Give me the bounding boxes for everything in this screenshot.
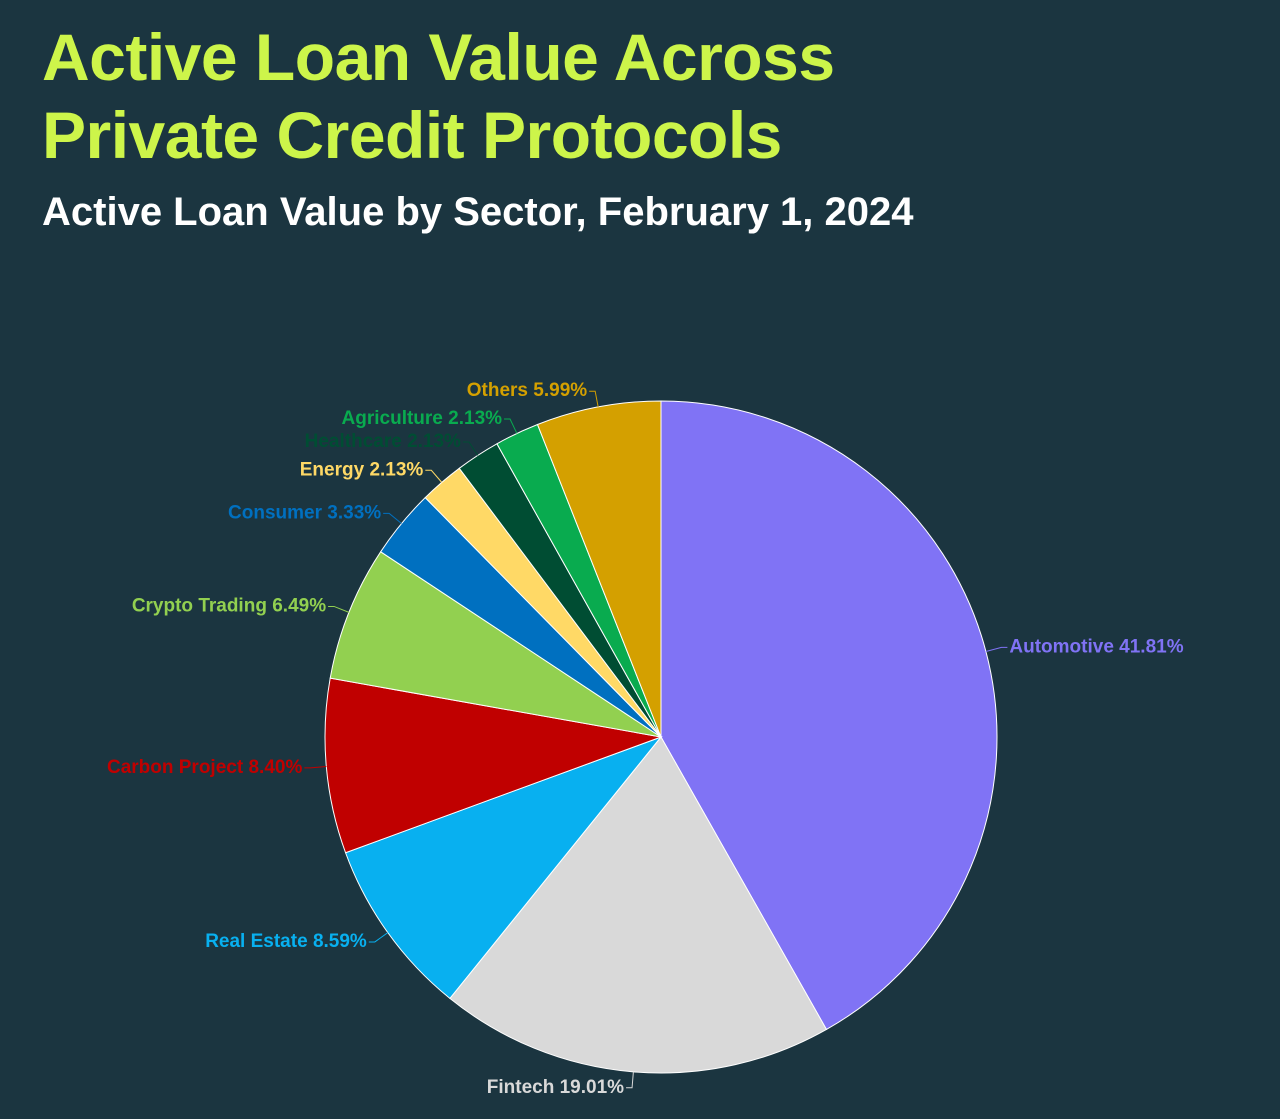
label-value: 6.49%: [272, 595, 326, 616]
leader-line: [589, 390, 599, 408]
data-label: Agriculture 2.13%: [342, 408, 503, 429]
leader-line: [328, 605, 350, 613]
data-label: Others 5.99%: [467, 380, 588, 401]
leader-line: [462, 441, 479, 456]
label-value: 19.01%: [560, 1077, 625, 1098]
label-category: Others: [467, 380, 528, 401]
data-label: Fintech 19.01%: [487, 1077, 624, 1098]
data-label: Automotive 41.81%: [1009, 636, 1183, 657]
label-value: 2.13%: [369, 459, 423, 480]
data-label: Energy 2.13%: [300, 459, 424, 480]
pie-slice: [536, 400, 662, 738]
label-category: Energy: [300, 459, 365, 480]
label-value: 2.13%: [407, 431, 461, 452]
data-label: Crypto Trading 6.49%: [132, 595, 326, 616]
pie-slice: [449, 736, 828, 1074]
label-category: Real Estate: [205, 931, 307, 952]
label-value: 5.99%: [533, 380, 587, 401]
label-value: 2.13%: [448, 408, 502, 429]
label-category: Agriculture: [342, 408, 443, 429]
label-category: Healthcare: [305, 431, 402, 452]
data-label: Consumer 3.33%: [228, 502, 381, 523]
data-label: Carbon Project 8.40%: [107, 757, 302, 778]
pie-slice: [660, 400, 998, 1031]
chart-title: Active Loan Value Across Private Credit …: [42, 20, 835, 172]
leader-line: [368, 932, 389, 943]
label-category: Automotive: [1009, 636, 1113, 657]
data-label: Healthcare 2.13%: [305, 431, 461, 452]
leader-line: [626, 1071, 634, 1089]
data-label: Real Estate 8.59%: [205, 931, 367, 952]
label-value: 3.33%: [327, 502, 381, 523]
label-category: Fintech: [487, 1077, 555, 1098]
leader-line: [985, 646, 1008, 652]
pie-slice: [329, 551, 662, 738]
chart-subtitle: Active Loan Value by Sector, February 1,…: [42, 190, 914, 234]
label-category: Crypto Trading: [132, 595, 267, 616]
leader-line: [425, 469, 443, 483]
label-value: 41.81%: [1119, 636, 1184, 657]
leader-line: [504, 418, 518, 434]
label-category: Consumer: [228, 502, 323, 523]
label-value: 8.40%: [248, 757, 302, 778]
leader-line: [383, 512, 402, 524]
pie-slice: [324, 677, 663, 854]
label-value: 8.59%: [313, 931, 367, 952]
leader-line: [304, 765, 327, 769]
label-category: Carbon Project: [107, 757, 244, 778]
